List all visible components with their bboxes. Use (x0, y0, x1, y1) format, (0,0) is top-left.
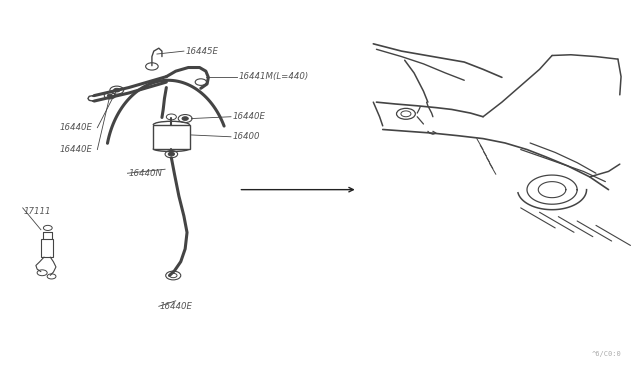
Text: 16445E: 16445E (185, 46, 218, 55)
Text: ^6/C0:0: ^6/C0:0 (591, 351, 621, 357)
Circle shape (168, 152, 175, 156)
Text: 16440E: 16440E (232, 112, 265, 121)
Text: 16440E: 16440E (60, 123, 93, 132)
Text: 16440N: 16440N (129, 169, 163, 178)
Text: 16440E: 16440E (160, 302, 193, 311)
Bar (41, 239, 54, 257)
Text: 17111: 17111 (24, 207, 51, 216)
Text: 16400: 16400 (232, 132, 260, 141)
Circle shape (108, 94, 113, 97)
Bar (153, 125, 189, 149)
Text: 16441M(L=440): 16441M(L=440) (239, 72, 308, 81)
Circle shape (114, 88, 120, 92)
Circle shape (182, 117, 188, 121)
Text: 16440E: 16440E (60, 145, 93, 154)
